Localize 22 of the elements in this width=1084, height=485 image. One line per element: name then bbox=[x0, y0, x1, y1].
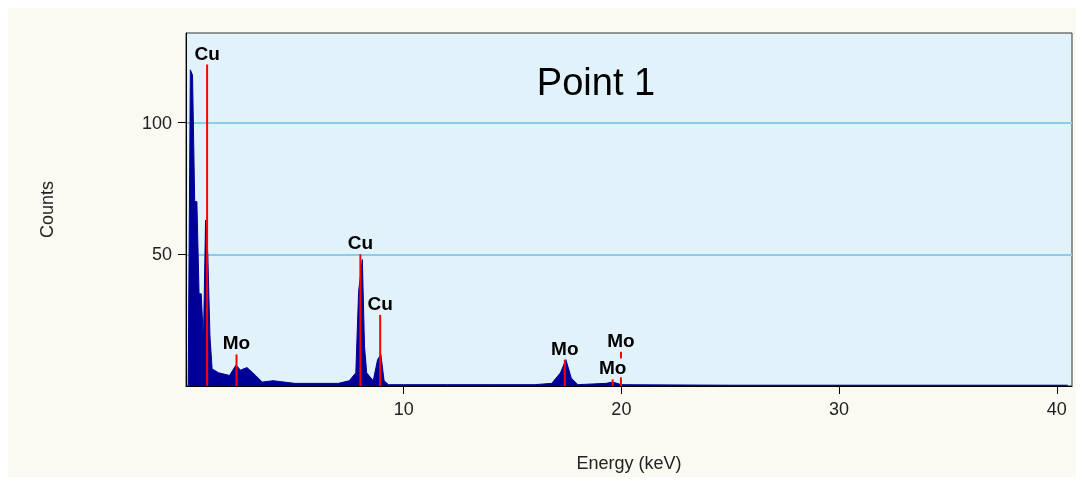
x-tick-label: 10 bbox=[393, 399, 414, 419]
data-label: Mo bbox=[607, 329, 635, 351]
bar bbox=[563, 359, 566, 386]
y-tick-label: 50 bbox=[151, 244, 172, 265]
x-axis-title: Energy (keV) bbox=[576, 453, 682, 473]
x-tick-label: 30 bbox=[829, 399, 850, 419]
x-tick-label: 20 bbox=[611, 399, 632, 419]
data-label: Mo bbox=[598, 357, 627, 379]
bar bbox=[611, 379, 614, 386]
y-tick-label: 100 bbox=[141, 112, 172, 133]
bar bbox=[359, 254, 362, 386]
data-label: Cu bbox=[194, 42, 220, 64]
bar bbox=[379, 314, 382, 386]
data-label: Mo bbox=[551, 337, 579, 359]
data-label: Cu bbox=[347, 232, 374, 254]
y-axis-title: Counts bbox=[37, 180, 57, 239]
bar bbox=[206, 64, 209, 386]
x-tick-label: 40 bbox=[1046, 399, 1067, 419]
text: Point 1 bbox=[536, 61, 656, 103]
data-label: Mo bbox=[222, 332, 251, 354]
data-label: Cu bbox=[367, 292, 393, 314]
bar bbox=[235, 354, 238, 386]
